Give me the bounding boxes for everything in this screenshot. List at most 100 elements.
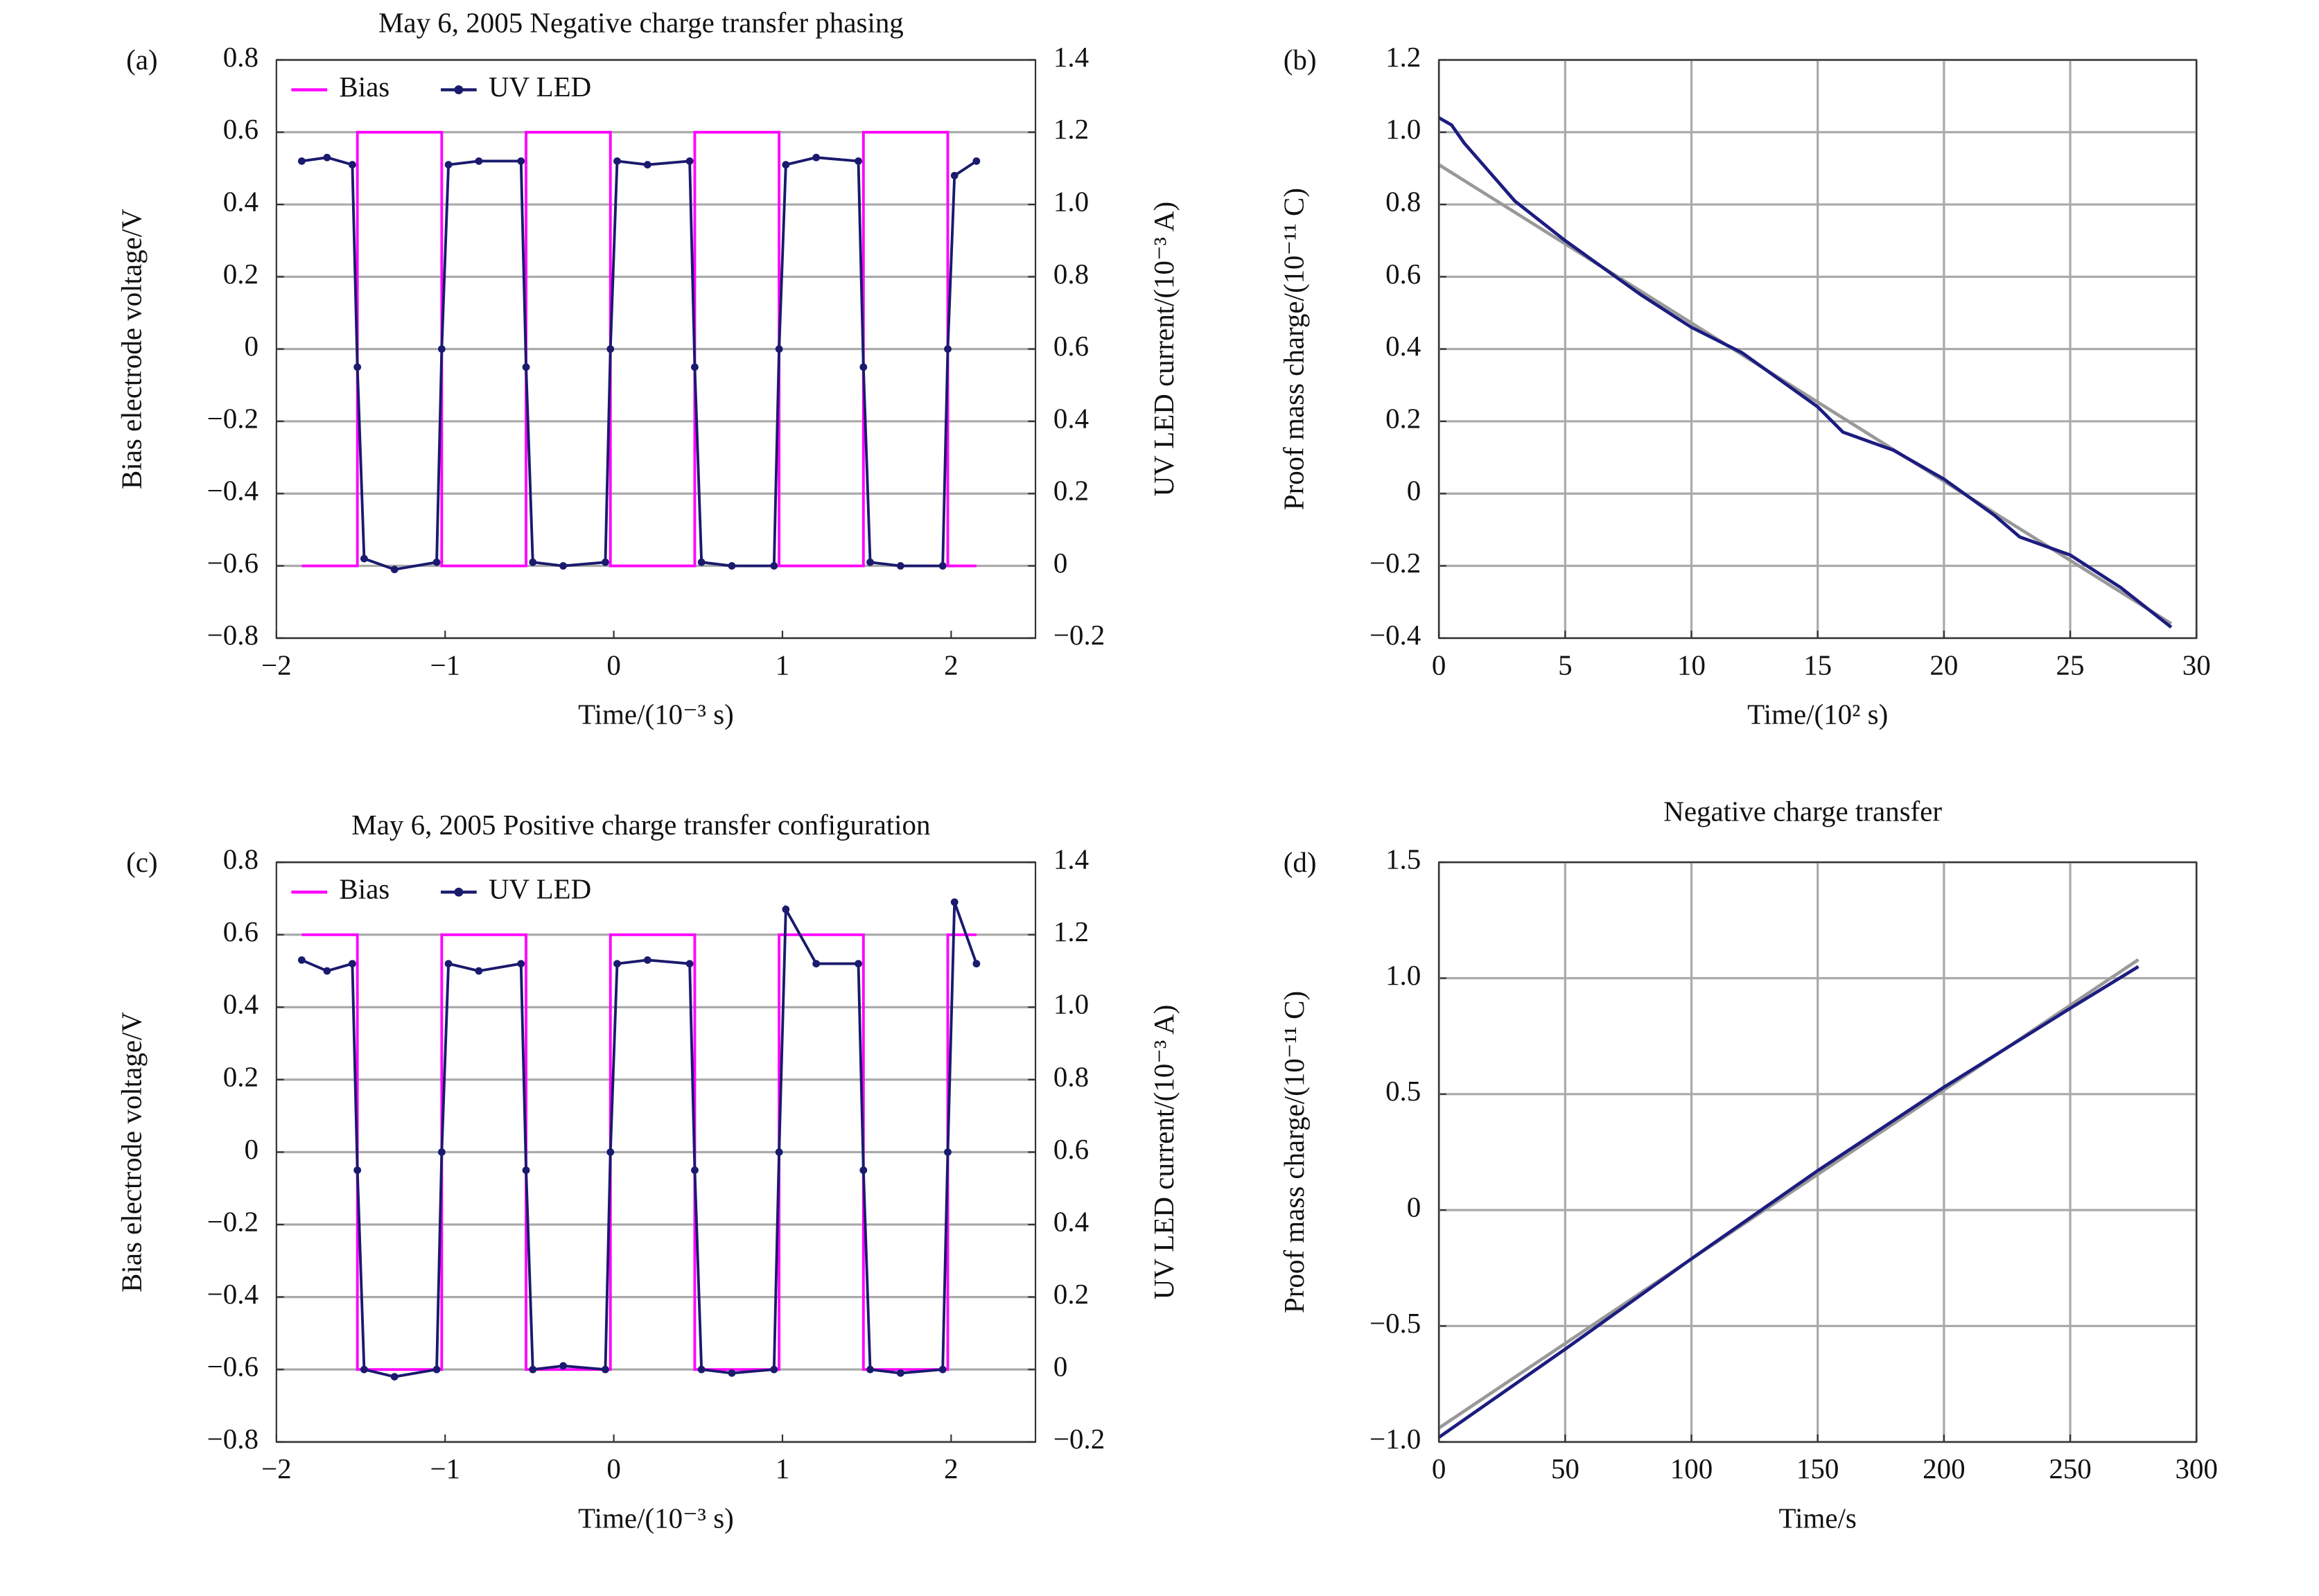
y-tick-label: 0.2: [223, 258, 259, 290]
x-tick-label: 0: [1432, 1453, 1446, 1484]
x-tick-label: 2: [944, 649, 958, 681]
marker: [691, 1166, 699, 1174]
y2-tick-label: 0.2: [1053, 475, 1089, 507]
x-axis-label: Time/(10⁻³ s): [578, 1502, 734, 1534]
y-tick-label: −0.2: [207, 1205, 259, 1237]
series-line: [1437, 163, 2173, 625]
x-tick-label: 15: [1803, 649, 1832, 681]
y2-axis-label: UV LED current/(10⁻³ A): [1148, 1005, 1180, 1300]
marker: [866, 558, 874, 566]
y-tick-label: 0.4: [223, 185, 259, 217]
y2-tick-label: 0.8: [1053, 258, 1089, 290]
marker: [697, 558, 706, 566]
marker: [390, 565, 399, 574]
marker: [323, 153, 331, 161]
marker: [522, 1166, 530, 1174]
y-tick-label: 0.6: [223, 113, 259, 145]
marker: [360, 554, 368, 563]
x-tick-label: 2: [944, 1453, 958, 1484]
marker: [529, 558, 537, 566]
x-tick-label: 0: [606, 1453, 620, 1484]
y-tick-label: 1.2: [1385, 41, 1421, 73]
plot-frame: [1438, 861, 2198, 1443]
marker: [812, 153, 821, 161]
y-tick-label: −0.6: [207, 547, 259, 579]
y2-tick-label: 0.8: [1053, 1060, 1089, 1092]
y-tick-label: 1.5: [1385, 843, 1421, 875]
x-tick-label: 25: [2056, 649, 2085, 681]
marker: [559, 1362, 567, 1370]
y-tick-label: 0.8: [223, 843, 259, 875]
y-tick-label: 0: [244, 330, 258, 362]
marker: [444, 960, 453, 967]
y-axis-label: Proof mass charge/(10⁻¹¹ C): [1278, 188, 1310, 510]
y2-axis-label: UV LED current/(10⁻³ A): [1148, 202, 1180, 497]
y2-tick-label: 1.4: [1053, 41, 1089, 73]
legend-label: Bias: [339, 873, 390, 905]
marker: [770, 562, 778, 570]
y-tick-label: −0.8: [207, 619, 259, 651]
marker: [944, 345, 952, 353]
marker: [775, 1148, 783, 1156]
y-tick-label: 0.5: [1385, 1075, 1421, 1107]
marker: [950, 898, 959, 906]
marker: [938, 562, 947, 570]
legend-marker: [454, 887, 464, 897]
y-tick-label: 0.8: [223, 41, 259, 73]
x-tick-label: 30: [2182, 649, 2211, 681]
plot-frame: [1438, 59, 2198, 639]
y2-tick-label: 0.4: [1053, 402, 1089, 434]
marker: [437, 1148, 446, 1156]
x-tick-label: 0: [606, 649, 620, 681]
y-tick-label: −0.2: [207, 402, 259, 434]
marker: [613, 960, 621, 967]
y-axis-label: Bias electrode voltage/V: [115, 1012, 147, 1292]
x-tick-label: 200: [1923, 1453, 1965, 1484]
series-line: [301, 130, 977, 568]
marker: [728, 1369, 736, 1377]
panel-label: (b): [1284, 44, 1317, 76]
x-tick-label: 150: [1796, 1453, 1839, 1484]
marker: [444, 161, 453, 169]
legend-label: UV LED: [489, 71, 591, 103]
marker: [613, 157, 621, 165]
y-axis-label: Bias electrode voltage/V: [115, 209, 147, 489]
y-tick-label: 0.2: [1385, 402, 1421, 434]
marker: [348, 960, 356, 967]
y-tick-label: −0.2: [1369, 547, 1421, 579]
y-tick-label: 1.0: [1385, 959, 1421, 991]
marker: [517, 157, 525, 165]
plot-frame: [275, 59, 1037, 639]
marker: [643, 956, 651, 964]
y2-tick-label: 0.6: [1053, 330, 1089, 362]
y2-tick-label: 1.2: [1053, 113, 1089, 145]
x-tick-label: −1: [430, 649, 460, 681]
y2-tick-label: 0.6: [1053, 1133, 1089, 1165]
marker: [606, 345, 615, 353]
x-axis-label: Time/(10⁻³ s): [578, 698, 734, 730]
x-tick-label: 250: [2049, 1453, 2091, 1484]
y-tick-label: 0: [1407, 1191, 1421, 1223]
y2-tick-label: 1.0: [1053, 185, 1089, 217]
marker: [432, 558, 441, 566]
y-tick-label: −0.5: [1369, 1307, 1421, 1339]
marker: [602, 558, 609, 566]
marker: [775, 345, 783, 353]
legend-label: Bias: [339, 71, 390, 103]
x-tick-label: 1: [776, 1453, 789, 1484]
marker: [529, 1365, 537, 1374]
panel: −0.4 −0.2 0 0.2 0.4 0.6 0.8 1.0 1.2 0 5 10 15 20 25 30 (…: [1278, 41, 2211, 827]
y2-tick-label: 0.2: [1053, 1278, 1089, 1310]
y2-tick-label: −0.2: [1053, 619, 1105, 651]
marker: [517, 960, 525, 967]
legend-marker: [454, 85, 464, 95]
marker: [437, 345, 446, 353]
y-tick-label: 0: [1407, 475, 1421, 507]
y-axis-label: Proof mass charge/(10⁻¹¹ C): [1278, 991, 1310, 1313]
y2-tick-label: 0.4: [1053, 1205, 1089, 1237]
x-tick-label: 20: [1929, 649, 1958, 681]
y2-tick-label: −0.2: [1053, 1423, 1105, 1455]
x-axis-label: Time/s: [1779, 1502, 1857, 1534]
x-axis-label: Time/(10² s): [1747, 698, 1888, 730]
marker: [559, 562, 567, 570]
